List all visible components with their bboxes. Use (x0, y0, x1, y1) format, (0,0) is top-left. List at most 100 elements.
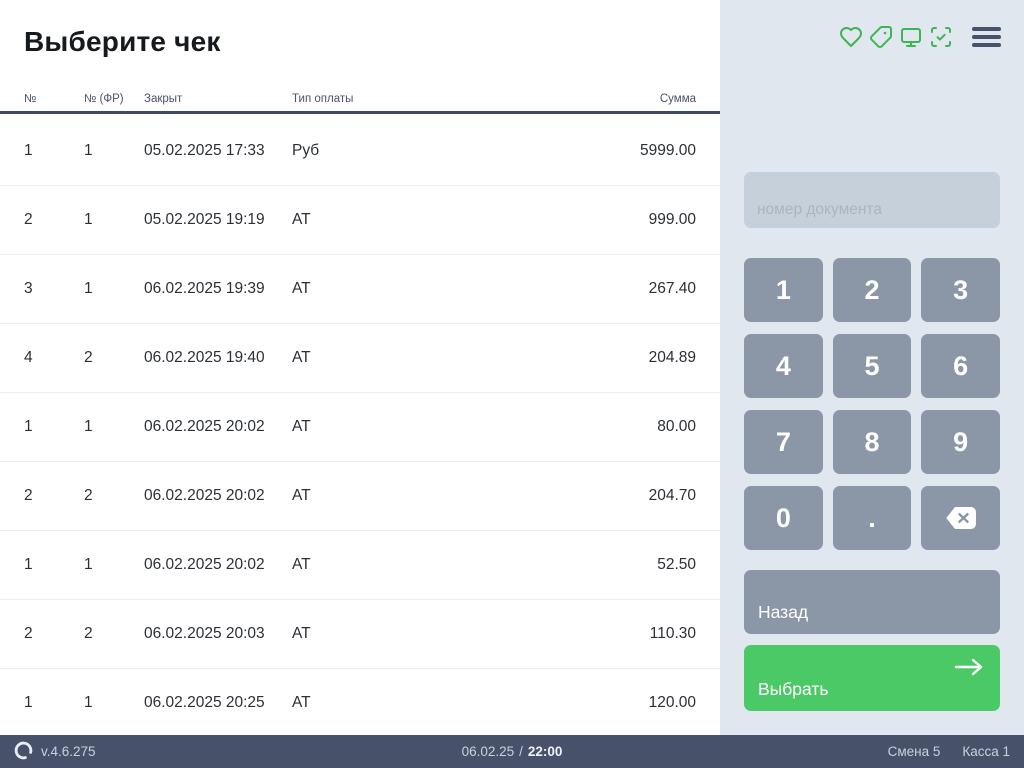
monitor-icon[interactable] (899, 25, 923, 49)
cell-closed: 05.02.2025 17:33 (144, 142, 265, 159)
table-row[interactable]: 1 1 06.02.2025 20:02 АТ 80.00 (0, 393, 720, 462)
cell-payment-type: АТ (292, 418, 311, 435)
key-4[interactable]: 4 (744, 334, 823, 398)
column-header-sum: Сумма (659, 93, 696, 105)
key-3[interactable]: 3 (921, 258, 1000, 322)
cell-number: 1 (24, 418, 33, 435)
cell-number: 3 (24, 280, 33, 297)
cell-sum: 204.70 (648, 487, 696, 504)
column-header-closed: Закрыт (144, 93, 183, 105)
receipts-panel: Выберите чек № № (ФР) Закрыт Тип оплаты … (0, 26, 720, 738)
key-5[interactable]: 5 (832, 334, 912, 398)
cell-sum: 999.00 (648, 211, 696, 228)
key-dot[interactable]: . (832, 486, 912, 550)
cell-payment-type: АТ (292, 487, 311, 504)
cell-closed: 06.02.2025 20:02 (144, 418, 265, 435)
cell-fr-number: 2 (84, 487, 93, 504)
key-7[interactable]: 7 (744, 410, 823, 474)
document-number-placeholder: номер документа (757, 201, 882, 218)
cell-sum: 52.50 (657, 556, 696, 573)
receipts-table: 1 1 05.02.2025 17:33 Руб 5999.00 2 1 05.… (0, 117, 720, 738)
select-button[interactable]: Выбрать (744, 645, 1000, 711)
heart-icon[interactable] (839, 25, 863, 49)
table-row[interactable]: 2 1 05.02.2025 19:19 АТ 999.00 (0, 186, 720, 255)
cell-payment-type: АТ (292, 694, 311, 711)
app-logo-icon (14, 741, 33, 763)
cell-fr-number: 1 (84, 142, 93, 159)
cell-payment-type: АТ (292, 349, 311, 366)
backspace-key[interactable] (921, 486, 1000, 550)
cell-closed: 06.02.2025 20:02 (144, 487, 265, 504)
key-2[interactable]: 2 (832, 258, 912, 322)
cell-fr-number: 1 (84, 556, 93, 573)
cell-fr-number: 1 (84, 280, 93, 297)
cell-sum: 80.00 (657, 418, 696, 435)
column-header-number: № (24, 93, 37, 105)
column-header-fr-number: № (ФР) (84, 93, 124, 105)
status-datetime: 06.02.25 / 22:00 (0, 735, 1024, 768)
table-row[interactable]: 1 1 06.02.2025 20:25 АТ 120.00 (0, 669, 720, 738)
cell-payment-type: АТ (292, 625, 311, 642)
top-icon-row (839, 25, 1001, 49)
cell-sum: 204.89 (648, 349, 696, 366)
key-0[interactable]: 0 (744, 486, 823, 550)
status-right: Смена 5 Касса 1 (888, 735, 1010, 768)
menu-icon[interactable] (972, 25, 1001, 48)
table-row[interactable]: 4 2 06.02.2025 19:40 АТ 204.89 (0, 324, 720, 393)
tag-icon[interactable] (869, 25, 893, 49)
cell-fr-number: 1 (84, 694, 93, 711)
table-header: № № (ФР) Закрыт Тип оплаты Сумма (0, 86, 720, 114)
backspace-icon (944, 505, 978, 531)
key-9[interactable]: 9 (921, 410, 1000, 474)
status-separator: / (519, 744, 523, 759)
status-bar: v.4.6.275 06.02.25 / 22:00 Смена 5 Касса… (0, 735, 1024, 768)
cell-fr-number: 2 (84, 349, 93, 366)
back-button[interactable]: Назад (744, 570, 1000, 634)
table-row[interactable]: 1 1 05.02.2025 17:33 Руб 5999.00 (0, 117, 720, 186)
cell-closed: 06.02.2025 20:25 (144, 694, 265, 711)
table-row[interactable]: 2 2 06.02.2025 20:03 АТ 110.30 (0, 600, 720, 669)
key-6[interactable]: 6 (921, 334, 1000, 398)
cell-number: 2 (24, 211, 33, 228)
document-number-input[interactable]: номер документа (744, 172, 1000, 228)
column-header-payment: Тип оплаты (292, 93, 354, 105)
cell-number: 4 (24, 349, 33, 366)
cell-closed: 05.02.2025 19:19 (144, 211, 265, 228)
cell-fr-number: 1 (84, 211, 93, 228)
table-row[interactable]: 2 2 06.02.2025 20:02 АТ 204.70 (0, 462, 720, 531)
app-version: v.4.6.275 (41, 744, 96, 759)
status-date: 06.02.25 (461, 744, 515, 759)
status-time: 22:00 (527, 744, 563, 759)
cell-payment-type: Руб (292, 142, 320, 159)
cell-closed: 06.02.2025 20:03 (144, 625, 265, 642)
cell-payment-type: АТ (292, 211, 311, 228)
cell-closed: 06.02.2025 19:40 (144, 349, 265, 366)
cell-payment-type: АТ (292, 280, 311, 297)
cell-closed: 06.02.2025 19:39 (144, 280, 265, 297)
page-title: Выберите чек (24, 26, 221, 57)
register-label[interactable]: Касса 1 (962, 744, 1010, 759)
cell-sum: 267.40 (648, 280, 696, 297)
table-row[interactable]: 1 1 06.02.2025 20:02 АТ 52.50 (0, 531, 720, 600)
cell-closed: 06.02.2025 20:02 (144, 556, 265, 573)
cell-payment-type: АТ (292, 556, 311, 573)
cell-number: 1 (24, 556, 33, 573)
cell-sum: 110.30 (649, 625, 696, 642)
cell-sum: 5999.00 (639, 142, 696, 159)
scan-check-icon[interactable] (929, 25, 953, 49)
cell-number: 2 (24, 487, 33, 504)
key-8[interactable]: 8 (832, 410, 912, 474)
cell-fr-number: 1 (84, 418, 93, 435)
select-button-label: Выбрать (758, 679, 829, 699)
cell-sum: 120.00 (648, 694, 696, 711)
shift-label[interactable]: Смена 5 (887, 744, 941, 759)
table-row[interactable]: 3 1 06.02.2025 19:39 АТ 267.40 (0, 255, 720, 324)
status-left: v.4.6.275 (14, 735, 96, 768)
cell-number: 1 (24, 694, 33, 711)
key-1[interactable]: 1 (744, 258, 823, 322)
cell-number: 1 (24, 142, 33, 159)
cell-number: 2 (24, 625, 33, 642)
